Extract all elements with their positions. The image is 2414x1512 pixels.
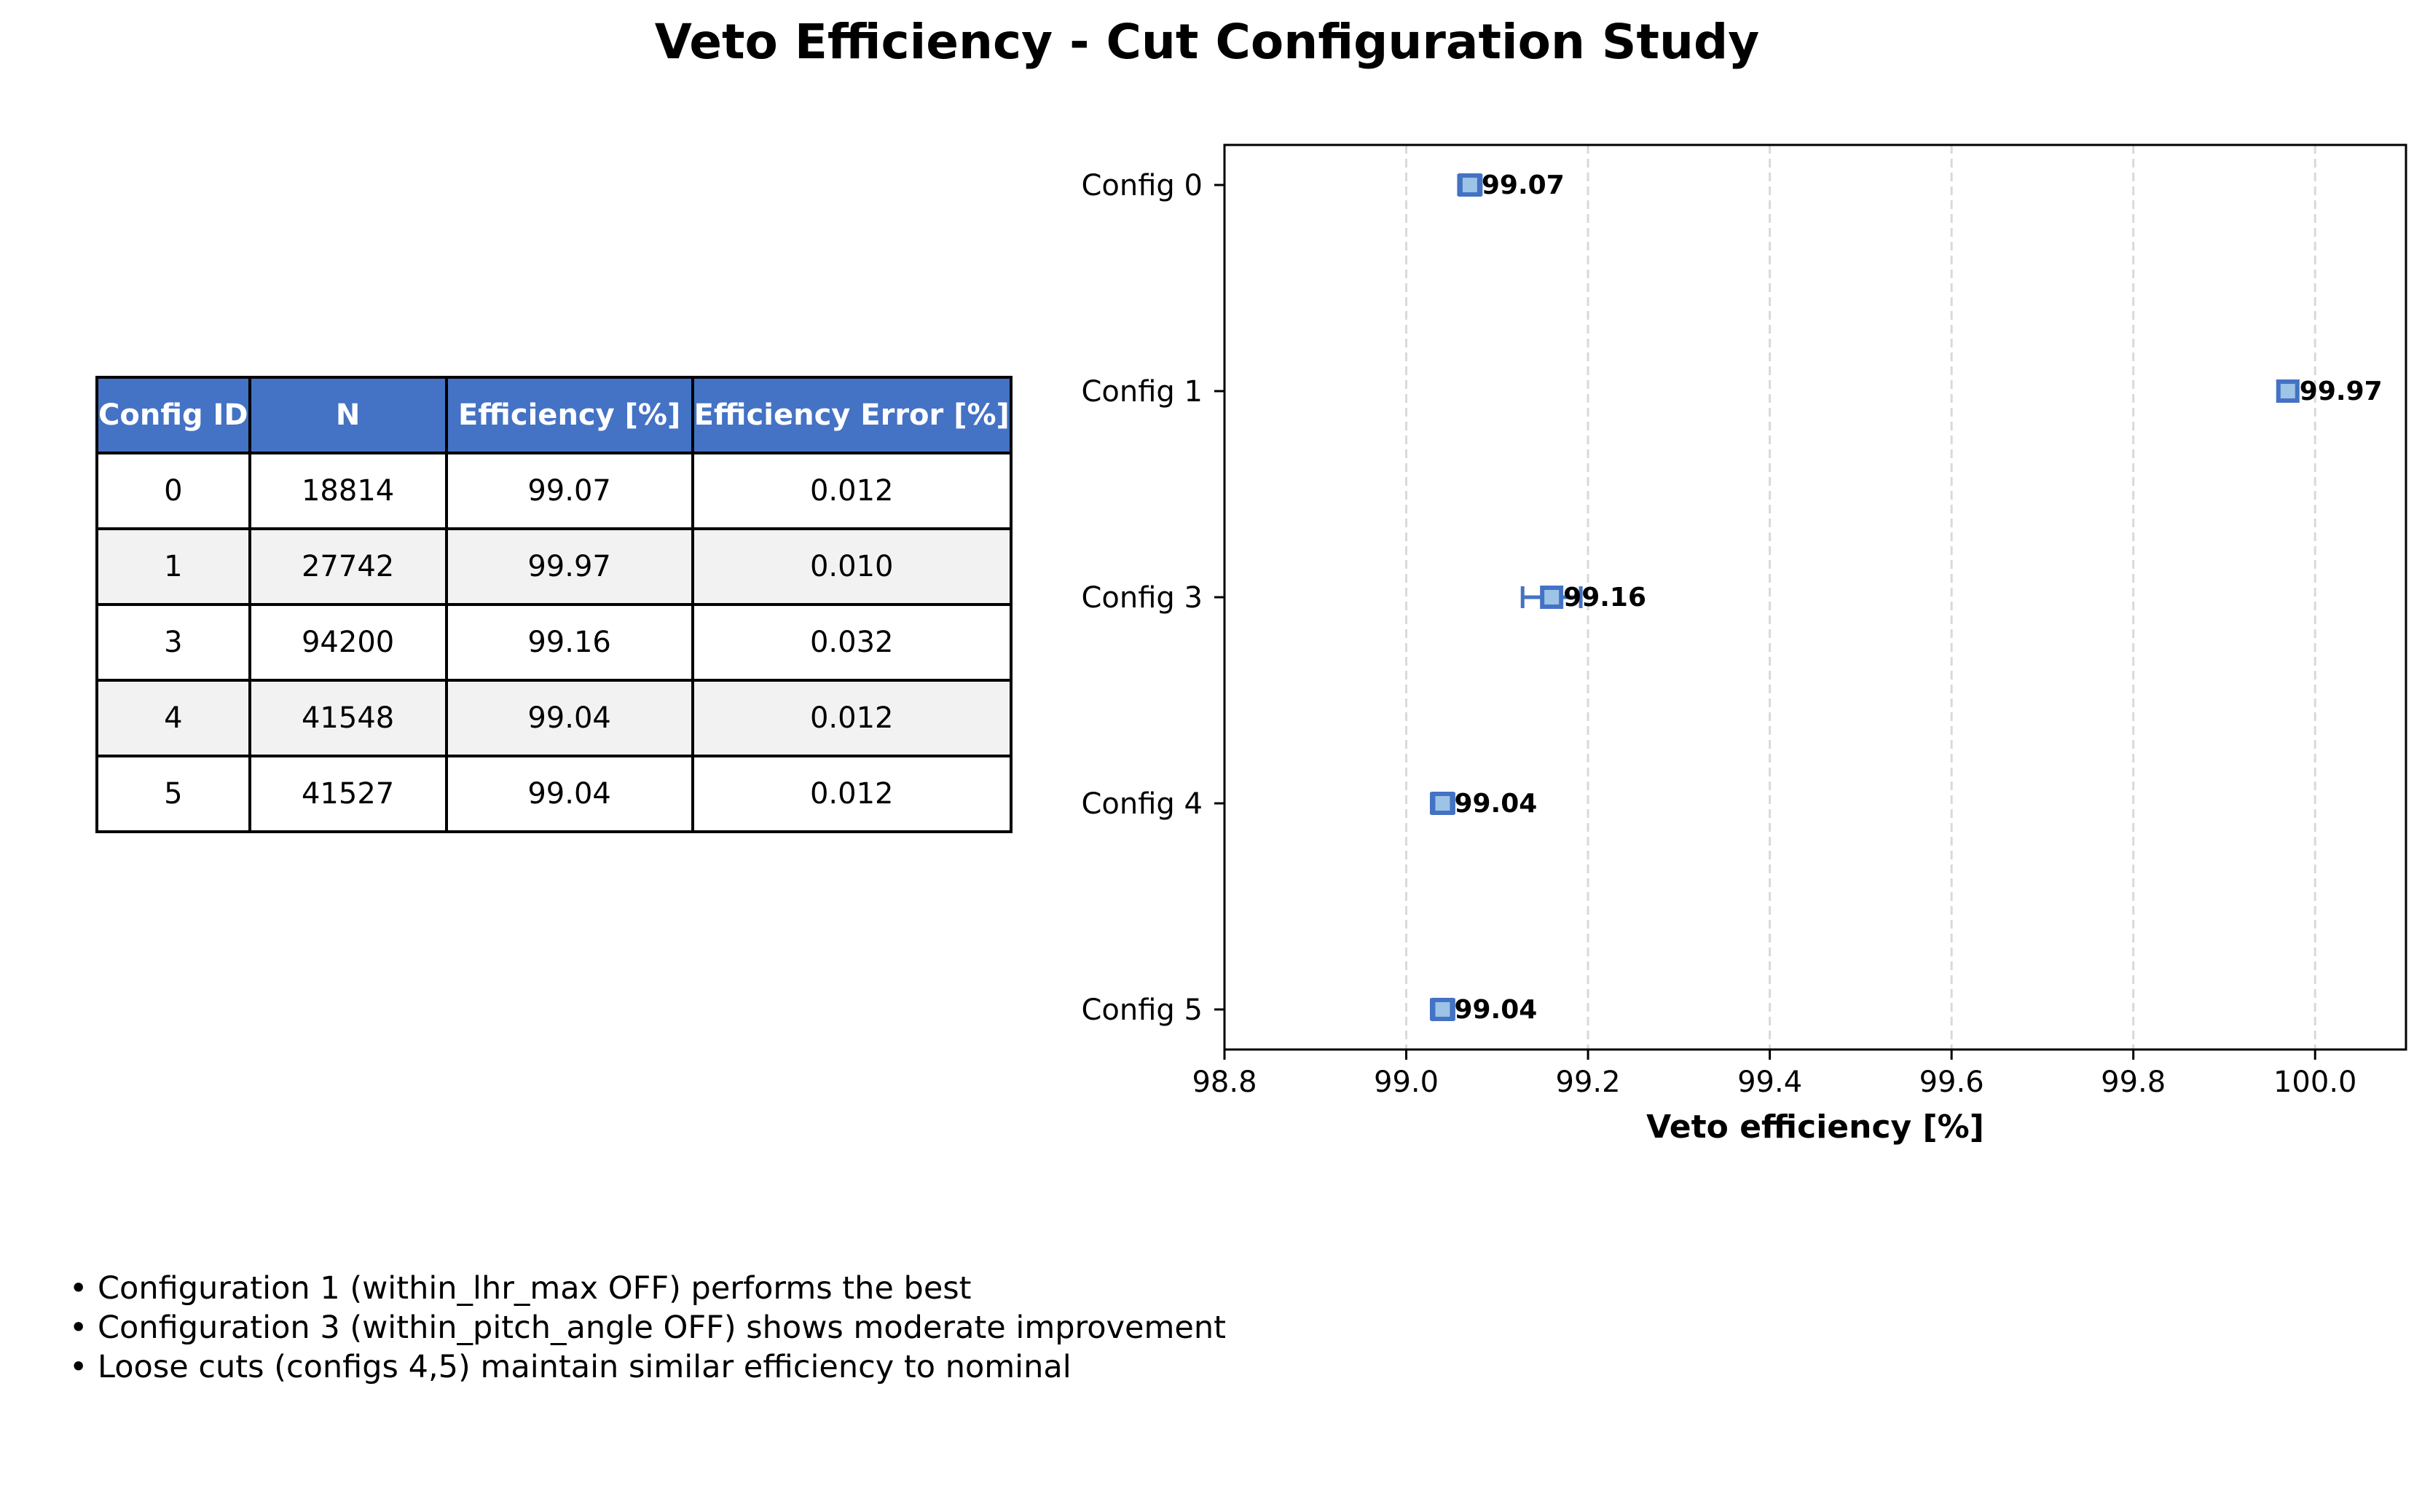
cell-n: 41527 xyxy=(248,755,448,833)
cell-efficiency-error: 0.012 xyxy=(691,679,1013,757)
data-label: 99.07 xyxy=(1482,170,1565,200)
x-tick-label: 100.0 xyxy=(2273,1066,2357,1099)
data-point xyxy=(1431,998,1455,1021)
x-tick-label: 99.4 xyxy=(1737,1066,1802,1099)
data-label: 99.16 xyxy=(1563,583,1646,613)
cell-n: 18814 xyxy=(248,452,448,530)
data-point xyxy=(2276,379,2300,403)
table-row: 3 94200 99.16 0.032 xyxy=(95,603,1013,682)
x-tick-label: 98.8 xyxy=(1192,1066,1257,1099)
header-efficiency: Efficiency [%] xyxy=(444,376,694,454)
y-tick-label: Config 4 xyxy=(1081,787,1203,821)
data-point xyxy=(1458,173,1482,197)
cell-efficiency-error: 0.012 xyxy=(691,452,1013,530)
table-row: 1 27742 99.97 0.010 xyxy=(95,527,1013,606)
header-config-id: Config ID xyxy=(95,376,251,454)
cell-efficiency: 99.16 xyxy=(444,603,694,682)
cell-efficiency: 99.07 xyxy=(444,452,694,530)
cell-config-id: 1 xyxy=(95,527,251,606)
y-tick-label: Config 3 xyxy=(1081,581,1203,615)
x-tick-label: 99.8 xyxy=(2101,1066,2166,1099)
cell-config-id: 0 xyxy=(95,452,251,530)
cell-config-id: 4 xyxy=(95,679,251,757)
figure-title: Veto Efficiency - Cut Configuration Stud… xyxy=(654,14,1760,70)
plot-frame xyxy=(1223,143,2407,1051)
x-tick-label: 99.6 xyxy=(1919,1066,1984,1099)
note-item: • Configuration 3 (within_pitch_angle OF… xyxy=(69,1310,1226,1346)
table-row: 5 41527 99.04 0.012 xyxy=(95,755,1013,833)
config-table: Config ID N Efficiency [%] Efficiency Er… xyxy=(95,376,1013,833)
y-tick-label: Config 1 xyxy=(1081,375,1203,409)
cell-efficiency-error: 0.012 xyxy=(691,755,1013,833)
cell-efficiency-error: 0.010 xyxy=(691,527,1013,606)
cell-config-id: 3 xyxy=(95,603,251,682)
cell-efficiency: 99.97 xyxy=(444,527,694,606)
x-tick-label: 99.2 xyxy=(1556,1066,1621,1099)
data-label: 99.04 xyxy=(1454,789,1537,819)
note-item: • Loose cuts (configs 4,5) maintain simi… xyxy=(69,1349,1072,1385)
cell-efficiency: 99.04 xyxy=(444,679,694,757)
y-tick-label: Config 0 xyxy=(1081,169,1203,202)
table-header-row: Config ID N Efficiency [%] Efficiency Er… xyxy=(95,376,1013,454)
data-point xyxy=(1540,586,1564,609)
cell-n: 94200 xyxy=(248,603,448,682)
table-row: 4 41548 99.04 0.012 xyxy=(95,679,1013,757)
table-row: 0 18814 99.07 0.012 xyxy=(95,452,1013,530)
y-tick-label: Config 5 xyxy=(1081,993,1203,1027)
x-tick-label: 99.0 xyxy=(1374,1066,1439,1099)
cell-n: 41548 xyxy=(248,679,448,757)
data-point xyxy=(1431,792,1455,815)
data-label: 99.97 xyxy=(2300,377,2383,406)
cell-n: 27742 xyxy=(248,527,448,606)
header-efficiency-error: Efficiency Error [%] xyxy=(691,376,1013,454)
data-label: 99.04 xyxy=(1454,995,1537,1025)
cell-efficiency-error: 0.032 xyxy=(691,603,1013,682)
header-n: N xyxy=(248,376,448,454)
notes-list: • Configuration 1 (within_lhr_max OFF) p… xyxy=(69,1269,1226,1387)
cell-config-id: 5 xyxy=(95,755,251,833)
cell-efficiency: 99.04 xyxy=(444,755,694,833)
note-item: • Configuration 1 (within_lhr_max OFF) p… xyxy=(69,1270,972,1307)
x-axis-label: Veto efficiency [%] xyxy=(1646,1109,1984,1146)
